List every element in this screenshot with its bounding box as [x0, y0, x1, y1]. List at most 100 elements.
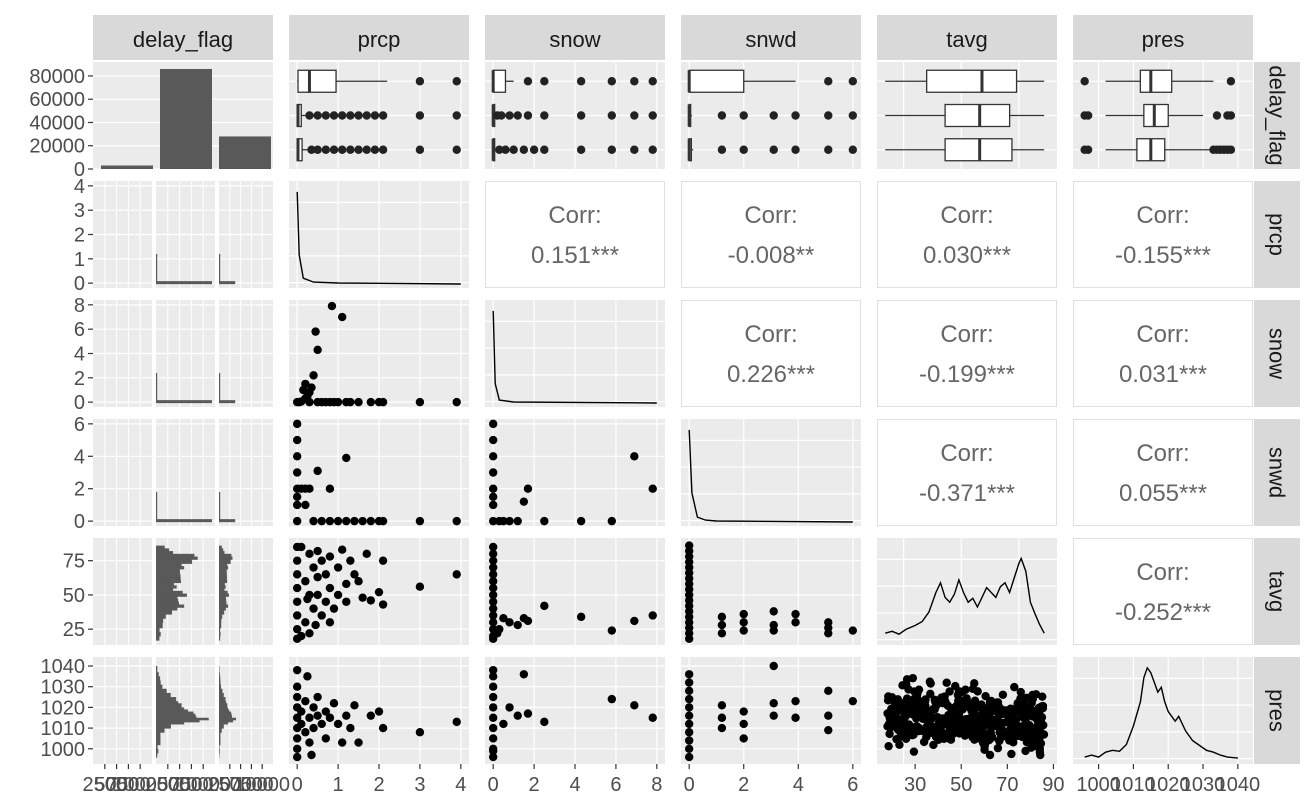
histogram-bar — [219, 556, 233, 560]
scatter-point — [962, 702, 972, 711]
scatter-point — [313, 692, 322, 702]
corr-value: 0.151*** — [531, 242, 619, 269]
scatter-point — [488, 703, 498, 712]
scatter-point — [684, 703, 694, 712]
x-tick-label: 5000 — [94, 774, 139, 796]
outlier-point — [337, 145, 347, 154]
outlier-point — [769, 145, 778, 154]
histogram-bar — [219, 636, 221, 641]
outlier-point — [415, 145, 425, 154]
histogram-bar — [156, 711, 194, 715]
histogram-bar — [156, 748, 159, 754]
scatter-point — [292, 752, 302, 762]
scatter-point — [892, 707, 901, 717]
scatter-point — [630, 452, 639, 461]
column-strip-label: tavg — [946, 27, 988, 52]
outlier-point — [354, 111, 363, 120]
histogram-bar — [219, 680, 221, 686]
histogram-bar — [219, 563, 228, 567]
x-tick-label: 4 — [793, 774, 804, 796]
histogram-bar — [156, 701, 179, 704]
histogram-bar — [156, 585, 177, 589]
outlier-point — [791, 111, 800, 120]
boxplot — [1080, 103, 1236, 128]
scatter-point — [513, 516, 522, 526]
x-tick-label: 0 — [292, 774, 303, 796]
scatter-point — [301, 728, 310, 737]
scatter-point — [292, 516, 302, 526]
scatter-point — [1005, 736, 1014, 745]
scatter-point — [362, 549, 371, 559]
histogram-bar — [156, 400, 213, 404]
histogram-bar — [156, 636, 160, 641]
scatter-point — [292, 452, 302, 461]
histogram-bar — [219, 713, 232, 717]
y-tick-label: 80000 — [29, 66, 85, 88]
scatter-point — [717, 620, 727, 630]
scatter-point — [305, 549, 314, 559]
scatter-point — [519, 497, 529, 506]
scatter-point — [945, 734, 954, 743]
boxplot — [1080, 138, 1236, 162]
scatter-point — [488, 577, 498, 586]
scatter-point — [337, 738, 347, 747]
histogram-bar — [219, 253, 221, 284]
outlier-point — [321, 111, 331, 120]
scatter-point — [1001, 706, 1011, 715]
scatter-point — [505, 516, 514, 526]
scatter-point — [301, 577, 310, 586]
histogram-bar — [156, 717, 209, 721]
outlier-point — [769, 111, 778, 120]
histogram-bar — [219, 723, 224, 729]
outlier-point — [329, 145, 339, 154]
scatter-point — [488, 723, 498, 733]
outlier-point — [523, 111, 533, 120]
scatter-point — [488, 752, 498, 762]
histogram-bar — [156, 559, 192, 562]
scatter-point — [883, 709, 892, 718]
y-tick-label: 0 — [74, 511, 85, 533]
histogram-bar — [219, 372, 221, 403]
histogram-bar — [219, 711, 232, 715]
histogram-bar — [156, 752, 158, 758]
facet-background — [156, 419, 215, 526]
box — [688, 69, 745, 93]
scatter-point — [1001, 718, 1011, 727]
scatter-point — [488, 618, 498, 627]
row-strip-label: prcp — [1265, 213, 1290, 256]
histogram-bar — [219, 736, 221, 742]
scatter-point — [317, 516, 326, 526]
scatter-point — [292, 570, 302, 579]
scatter-point — [945, 687, 954, 696]
histogram-bar — [219, 553, 232, 558]
scatter-point — [333, 590, 343, 600]
scatter-points — [292, 301, 461, 407]
row-strip — [1254, 181, 1300, 288]
scatter-point — [325, 552, 335, 561]
histogram-bar — [156, 577, 181, 581]
histogram-bar — [219, 585, 226, 589]
row-strip — [1254, 538, 1300, 645]
x-tick-label: 0 — [488, 774, 499, 796]
scatter-point — [354, 397, 363, 407]
histogram-bar — [219, 551, 225, 555]
x-tick-label: 8 — [651, 774, 662, 796]
row-strip-label: snwd — [1265, 447, 1290, 498]
scatter-point — [378, 600, 388, 609]
scatter-point — [415, 582, 425, 591]
scatter-point — [350, 701, 359, 710]
outlier-point — [378, 145, 388, 154]
histogram-bar — [156, 703, 182, 708]
scatter-point — [961, 695, 971, 704]
histogram — [156, 666, 209, 758]
facet-background — [93, 538, 152, 645]
histogram-bar — [219, 491, 221, 522]
scatter-point — [292, 744, 302, 753]
scatter-point — [791, 696, 800, 706]
scatter-point — [366, 711, 376, 720]
histogram — [156, 491, 213, 523]
scatter-point — [358, 516, 367, 526]
scatter-point — [488, 604, 498, 613]
scatter-point — [452, 516, 461, 526]
scatter-point — [684, 670, 694, 679]
